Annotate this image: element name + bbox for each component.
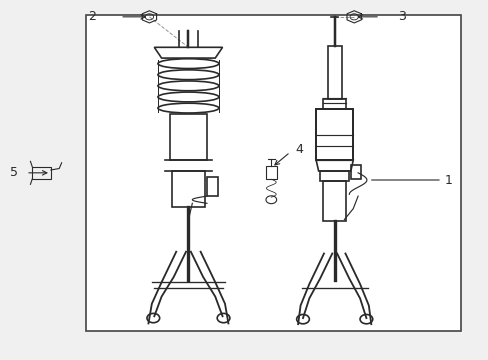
Text: 4: 4 bbox=[295, 143, 303, 156]
Bar bbox=[169, 114, 206, 160]
Bar bbox=[86, 15, 461, 330]
Bar bbox=[320, 171, 348, 181]
Text: 5: 5 bbox=[10, 166, 18, 179]
Bar bbox=[327, 45, 341, 99]
Text: 2: 2 bbox=[88, 10, 96, 23]
Text: 1: 1 bbox=[444, 174, 451, 186]
Bar bbox=[323, 181, 346, 221]
Bar bbox=[32, 167, 51, 179]
Bar bbox=[350, 165, 360, 179]
Bar bbox=[206, 177, 217, 196]
Bar bbox=[172, 171, 204, 207]
Bar bbox=[323, 99, 346, 109]
Bar bbox=[316, 109, 352, 160]
Bar bbox=[265, 166, 276, 179]
Text: 3: 3 bbox=[397, 10, 405, 23]
